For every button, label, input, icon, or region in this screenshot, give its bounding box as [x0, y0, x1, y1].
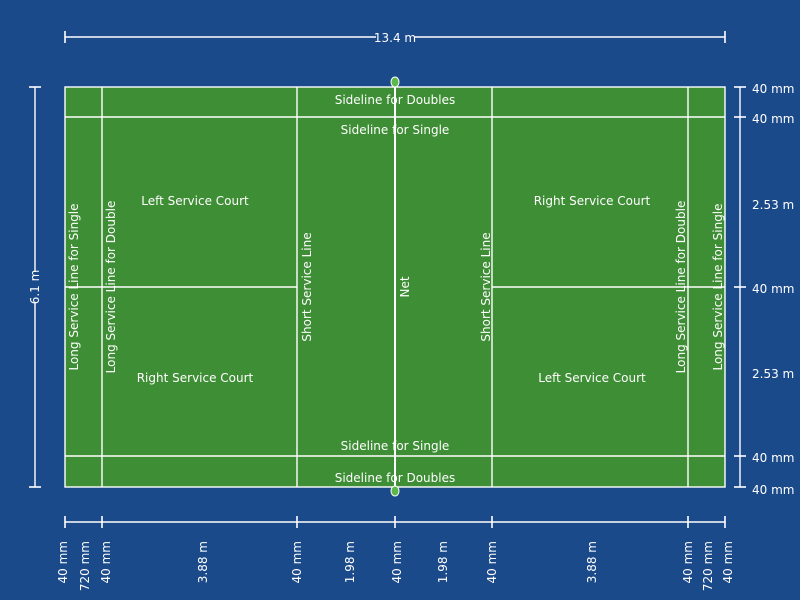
net-post-top: [390, 76, 400, 88]
label-right-service-court-left: Right Service Court: [137, 371, 254, 385]
dimension-length-label: 13.4 m: [374, 31, 416, 45]
dimension-bottom-chain: 40 mm 720 mm 40 mm 3.88 m 40 mm 1.98 m 40 mm 1.…: [56, 516, 735, 591]
dimension-width-label: 6.1 m: [28, 270, 42, 305]
label-sideline-single-bottom: Sideline for Single: [341, 439, 450, 453]
dimension-bottom-label: 3.88 m: [585, 541, 599, 583]
label-sideline-single-top: Sideline for Single: [341, 123, 450, 137]
dimension-bottom-label: 40 mm: [56, 541, 70, 583]
dimension-right-label: 40 mm: [752, 483, 794, 497]
dimension-right-label: 40 mm: [752, 282, 794, 296]
dimension-right-chain: 40 mm 40 mm 2.53 m 40 mm 2.53 m 40 mm 40 mm: [734, 82, 794, 497]
label-right-service-court-right: Right Service Court: [534, 194, 651, 208]
dimension-bottom-label: 720 mm: [78, 541, 92, 591]
label-long-service-single-left: Long Service Line for Single: [67, 203, 81, 370]
label-long-service-single-right: Long Service Line for Single: [711, 203, 725, 370]
label-long-service-double-left: Long Service Line for Double: [104, 201, 118, 374]
dimension-right-label: 2.53 m: [752, 198, 794, 212]
dimension-width-label-bg: [28, 272, 42, 302]
dimension-bottom-label: 720 mm: [701, 541, 715, 591]
label-left-service-court-left: Left Service Court: [141, 194, 249, 208]
label-left-service-court-right: Left Service Court: [538, 371, 646, 385]
dimension-length: 13.4 m: [64, 30, 726, 45]
dimension-right-label: 40 mm: [752, 82, 794, 96]
dimension-bottom-label: 40 mm: [99, 541, 113, 583]
dimension-bottom-label: 40 mm: [290, 541, 304, 583]
dimension-right-label: 40 mm: [752, 451, 794, 465]
label-net: Net: [398, 276, 412, 297]
dimension-bottom-label: 1.98 m: [343, 541, 357, 583]
dimension-bottom-label: 40 mm: [390, 541, 404, 583]
dimension-right-label: 40 mm: [752, 112, 794, 126]
label-short-service-line-right: Short Service Line: [479, 232, 493, 341]
dimension-bottom-label: 3.88 m: [196, 541, 210, 583]
dimension-bottom-label: 1.98 m: [436, 541, 450, 583]
dimension-width: 6.1 m: [28, 86, 42, 488]
dimension-right-label: 2.53 m: [752, 367, 794, 381]
dimension-bottom-label: 40 mm: [721, 541, 735, 583]
label-sideline-doubles-top: Sideline for Doubles: [335, 93, 456, 107]
label-sideline-doubles-bottom: Sideline for Doubles: [335, 471, 456, 485]
dimension-length-label-bg: [376, 30, 414, 44]
label-short-service-line-left: Short Service Line: [300, 232, 314, 341]
dimension-bottom-label: 40 mm: [681, 541, 695, 583]
net-post-bottom: [390, 485, 400, 497]
label-long-service-double-right: Long Service Line for Double: [674, 201, 688, 374]
dimension-bottom-label: 40 mm: [485, 541, 499, 583]
court-labels: Sideline for Doubles Sideline for Single…: [67, 93, 725, 485]
court-lines: [64, 82, 726, 492]
